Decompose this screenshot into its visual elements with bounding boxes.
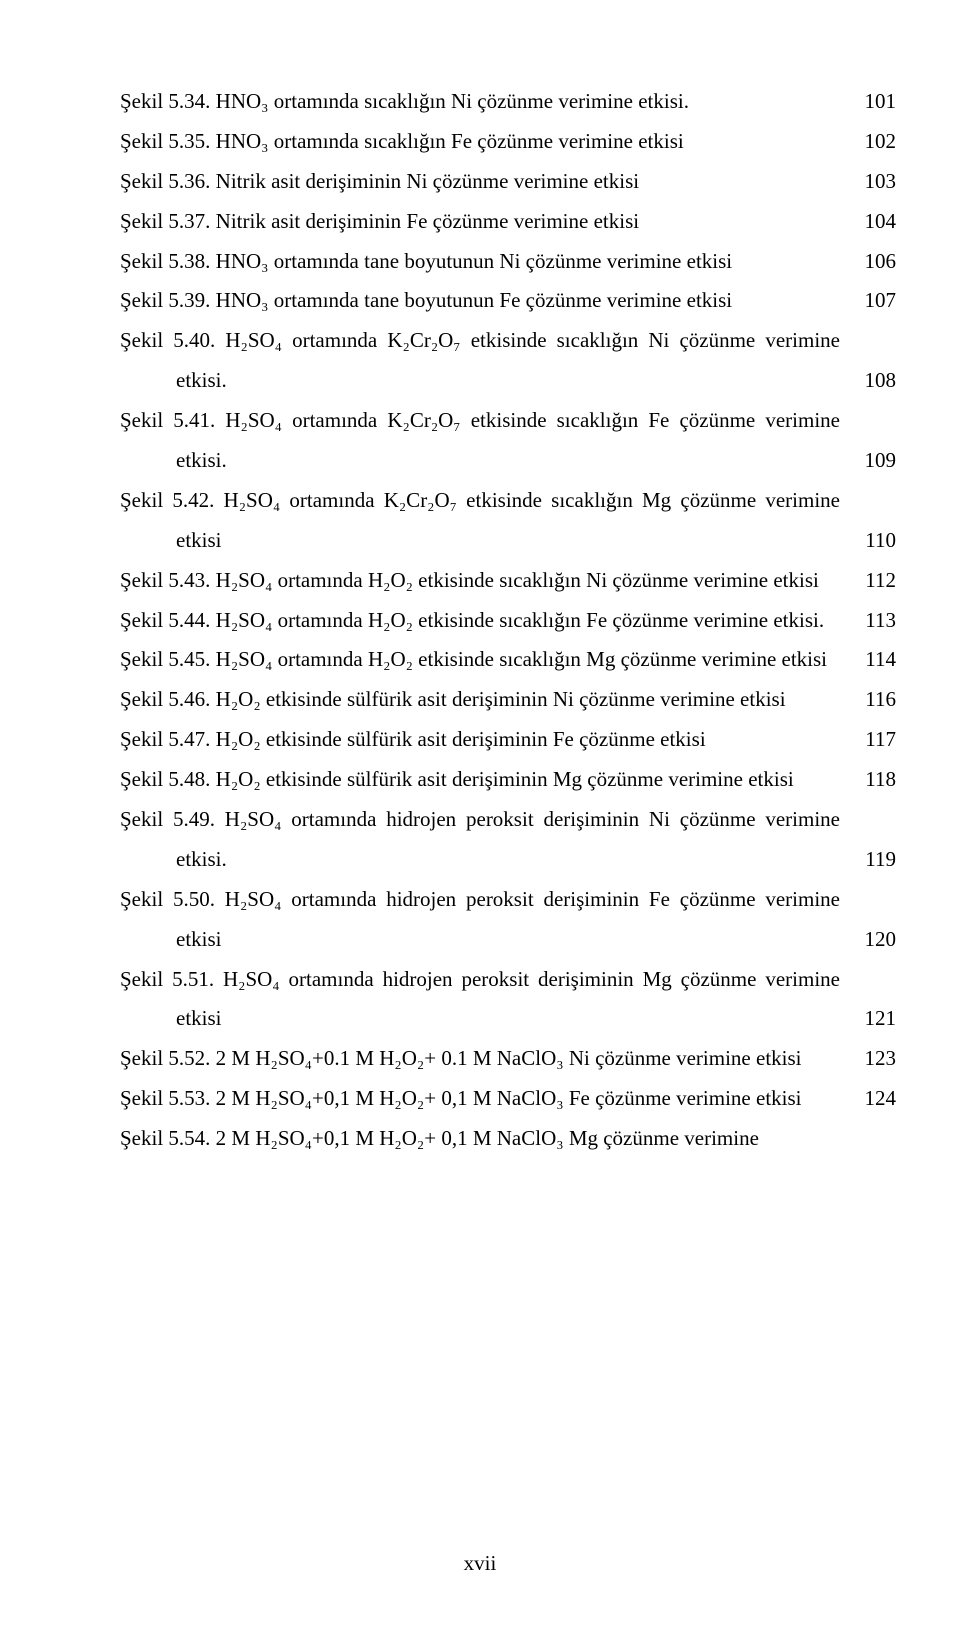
figure-entry-page: 123: [840, 1039, 896, 1079]
figure-entry: Şekil 5.49. H₂SO₄ ortamında hidrojen per…: [120, 800, 896, 880]
figure-entry-text: Şekil 5.37. Nitrik asit derişiminin Fe ç…: [176, 202, 840, 242]
figure-entry-text: Şekil 5.44. H₂SO₄ ortamında H₂O₂ etkisin…: [176, 601, 840, 641]
figure-entry: Şekil 5.50. H₂SO₄ ortamında hidrojen per…: [120, 880, 896, 960]
figure-entry: Şekil 5.48. H₂O₂ etkisinde sülfürik asit…: [120, 760, 896, 800]
figure-entry-page: 109: [840, 441, 896, 481]
figure-entry-page: 108: [840, 361, 896, 401]
figure-entry-text: Şekil 5.51. H₂SO₄ ortamında hidrojen per…: [176, 960, 840, 1040]
figure-entry: Şekil 5.35. HNO₃ ortamında sıcaklığın Fe…: [120, 122, 896, 162]
figure-entry: Şekil 5.37. Nitrik asit derişiminin Fe ç…: [120, 202, 896, 242]
figure-list: Şekil 5.34. HNO₃ ortamında sıcaklığın Ni…: [120, 82, 840, 1159]
figure-entry-page: 110: [840, 521, 896, 561]
figure-entry-text: Şekil 5.38. HNO₃ ortamında tane boyutunu…: [176, 242, 840, 282]
figure-entry-page: 107: [840, 281, 896, 321]
figure-entry-text: Şekil 5.47. H₂O₂ etkisinde sülfürik asit…: [176, 720, 840, 760]
figure-entry: Şekil 5.41. H₂SO₄ ortamında K₂Cr₂O₇ etki…: [120, 401, 896, 481]
figure-entry-text: Şekil 5.49. H₂SO₄ ortamında hidrojen per…: [176, 800, 840, 880]
figure-entry: Şekil 5.39. HNO₃ ortamında tane boyutunu…: [120, 281, 896, 321]
figure-entry: Şekil 5.40. H₂SO₄ ortamında K₂Cr₂O₇ etki…: [120, 321, 896, 401]
figure-entry-page: 116: [840, 680, 896, 720]
figure-entry-page: 120: [840, 920, 896, 960]
figure-entry-page: 118: [840, 760, 896, 800]
figure-entry-text: Şekil 5.54. 2 M H₂SO₄+0,1 M H₂O₂+ 0,1 M …: [176, 1119, 840, 1159]
figure-entry-text: Şekil 5.43. H₂SO₄ ortamında H₂O₂ etkisin…: [176, 561, 840, 601]
figure-entry-page: 121: [840, 999, 896, 1039]
figure-entry-page: 113: [840, 601, 896, 641]
figure-entry: Şekil 5.53. 2 M H₂SO₄+0,1 M H₂O₂+ 0,1 M …: [120, 1079, 896, 1119]
figure-entry: Şekil 5.38. HNO₃ ortamında tane boyutunu…: [120, 242, 896, 282]
figure-entry-page: 106: [840, 242, 896, 282]
figure-entry-text: Şekil 5.42. H₂SO₄ ortamında K₂Cr₂O₇ etki…: [176, 481, 840, 561]
figure-entry-text: Şekil 5.48. H₂O₂ etkisinde sülfürik asit…: [176, 760, 840, 800]
figure-entry-page: 103: [840, 162, 896, 202]
figure-entry: Şekil 5.52. 2 M H₂SO₄+0.1 M H₂O₂+ 0.1 M …: [120, 1039, 896, 1079]
figure-entry-text: Şekil 5.35. HNO₃ ortamında sıcaklığın Fe…: [176, 122, 840, 162]
figure-entry: Şekil 5.44. H₂SO₄ ortamında H₂O₂ etkisin…: [120, 601, 896, 641]
figure-entry-page: 119: [840, 840, 896, 880]
figure-entry-text: Şekil 5.53. 2 M H₂SO₄+0,1 M H₂O₂+ 0,1 M …: [176, 1079, 840, 1119]
figure-entry-page: 102: [840, 122, 896, 162]
figure-entry-page: 104: [840, 202, 896, 242]
figure-entry-page: 117: [840, 720, 896, 760]
figure-entry: Şekil 5.51. H₂SO₄ ortamında hidrojen per…: [120, 960, 896, 1040]
figure-entry: Şekil 5.43. H₂SO₄ ortamında H₂O₂ etkisin…: [120, 561, 896, 601]
figure-entry-page: 112: [840, 561, 896, 601]
figure-entry-page: 114: [840, 640, 896, 680]
figure-entry-text: Şekil 5.34. HNO₃ ortamında sıcaklığın Ni…: [176, 82, 840, 122]
figure-entry-text: Şekil 5.41. H₂SO₄ ortamında K₂Cr₂O₇ etki…: [176, 401, 840, 481]
figure-entry-page: 101: [840, 82, 896, 122]
figure-entry: Şekil 5.34. HNO₃ ortamında sıcaklığın Ni…: [120, 82, 896, 122]
figure-entry-text: Şekil 5.45. H₂SO₄ ortamında H₂O₂ etkisin…: [176, 640, 840, 680]
page-container: Şekil 5.34. HNO₃ ortamında sıcaklığın Ni…: [0, 0, 960, 1632]
page-number-footer: xvii: [0, 1544, 960, 1584]
figure-entry-text: Şekil 5.39. HNO₃ ortamında tane boyutunu…: [176, 281, 840, 321]
figure-entry-text: Şekil 5.46. H₂O₂ etkisinde sülfürik asit…: [176, 680, 840, 720]
figure-entry-text: Şekil 5.52. 2 M H₂SO₄+0.1 M H₂O₂+ 0.1 M …: [176, 1039, 840, 1079]
figure-entry: Şekil 5.47. H₂O₂ etkisinde sülfürik asit…: [120, 720, 896, 760]
figure-entry-page: 124: [840, 1079, 896, 1119]
figure-entry: Şekil 5.45. H₂SO₄ ortamında H₂O₂ etkisin…: [120, 640, 896, 680]
figure-entry: Şekil 5.36. Nitrik asit derişiminin Ni ç…: [120, 162, 896, 202]
figure-entry-text: Şekil 5.50. H₂SO₄ ortamında hidrojen per…: [176, 880, 840, 960]
figure-entry-text: Şekil 5.36. Nitrik asit derişiminin Ni ç…: [176, 162, 840, 202]
figure-entry: Şekil 5.54. 2 M H₂SO₄+0,1 M H₂O₂+ 0,1 M …: [120, 1119, 896, 1159]
figure-entry: Şekil 5.42. H₂SO₄ ortamında K₂Cr₂O₇ etki…: [120, 481, 896, 561]
figure-entry: Şekil 5.46. H₂O₂ etkisinde sülfürik asit…: [120, 680, 896, 720]
figure-entry-text: Şekil 5.40. H₂SO₄ ortamında K₂Cr₂O₇ etki…: [176, 321, 840, 401]
